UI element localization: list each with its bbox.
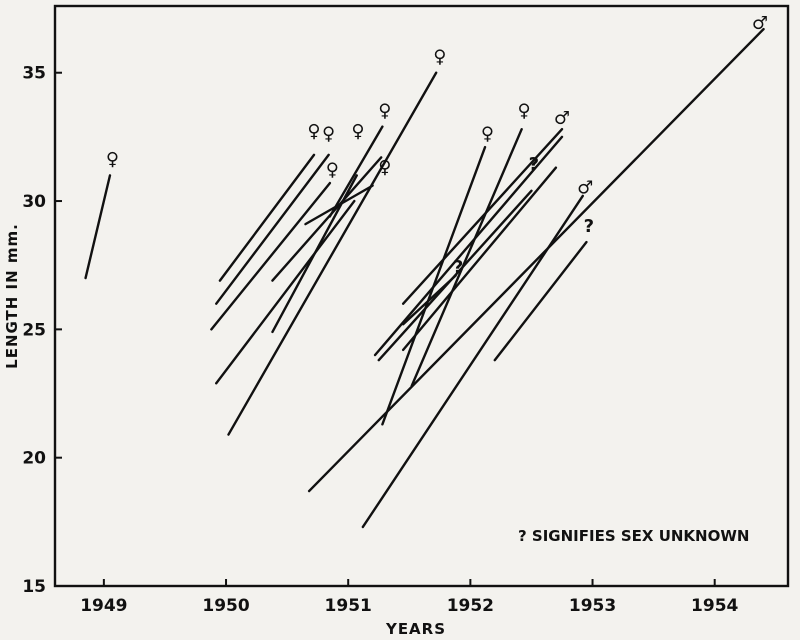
growth-line-female xyxy=(410,127,523,388)
y-tick-label: 30 xyxy=(22,192,46,212)
y-axis: 15 20 25 30 35 xyxy=(22,64,62,597)
male-symbol: ♂ xyxy=(554,108,570,129)
unknown-symbol: ? xyxy=(453,257,463,278)
growth-line-female xyxy=(215,153,330,305)
x-tick-label: 1950 xyxy=(202,596,249,616)
male-symbol: ♂ xyxy=(577,177,593,198)
growth-line-female xyxy=(271,174,358,334)
y-tick-label: 25 xyxy=(22,320,46,340)
annotation-text: ? SIGNIFIES SEX UNKNOWN xyxy=(518,527,749,545)
female-symbol: ♀ xyxy=(378,100,391,121)
female-symbol: ♀ xyxy=(433,46,446,67)
growth-lines xyxy=(84,27,765,529)
unknown-symbol: ? xyxy=(584,216,594,237)
y-axis-title: LENGTH IN mm. xyxy=(3,223,21,369)
growth-line-female xyxy=(227,71,438,436)
x-tick-label: 1952 xyxy=(447,596,494,616)
y-tick-label: 20 xyxy=(22,449,46,469)
female-symbol: ♀ xyxy=(351,121,364,142)
growth-line-male xyxy=(361,194,584,529)
y-tick-label: 15 xyxy=(22,577,46,597)
y-tick-label: 35 xyxy=(22,64,46,84)
female-symbol: ♀ xyxy=(322,123,335,144)
x-tick-label: 1951 xyxy=(325,596,372,616)
growth-line-female xyxy=(304,184,374,226)
female-symbol: ♀ xyxy=(481,123,494,144)
growth-line-female xyxy=(271,156,383,282)
growth-line-male xyxy=(401,127,564,305)
growth-line-female xyxy=(328,125,384,218)
female-symbol: ♀ xyxy=(106,149,119,170)
growth-line-female xyxy=(84,174,112,280)
female-symbol: ♀ xyxy=(326,159,339,180)
x-tick-label: 1949 xyxy=(80,596,127,616)
plot-frame xyxy=(53,4,790,588)
sex-labels: ♀♀ ♀♀♀♀♀♀♀♀ ♂♂♂??? xyxy=(106,13,768,278)
growth-line-female xyxy=(215,199,356,385)
growth-line-unknown xyxy=(493,240,588,362)
female-symbol: ♀ xyxy=(378,157,391,178)
x-axis: 1949 1950 1951 1952 1953 1954 xyxy=(80,579,739,616)
growth-line-female xyxy=(218,153,316,282)
growth-line-unknown xyxy=(401,166,558,352)
growth-line-unknown xyxy=(401,274,457,326)
female-symbol: ♀ xyxy=(307,121,320,142)
growth-line-female xyxy=(210,181,332,331)
x-tick-label: 1953 xyxy=(569,596,616,616)
female-symbol: ♀ xyxy=(518,100,531,121)
growth-line-male xyxy=(307,27,765,493)
x-tick-label: 1954 xyxy=(691,596,738,616)
male-symbol: ♂ xyxy=(752,13,768,34)
unknown-symbol: ? xyxy=(529,154,539,175)
growth-line-unknown xyxy=(373,135,564,357)
x-axis-title: YEARS xyxy=(385,620,446,638)
